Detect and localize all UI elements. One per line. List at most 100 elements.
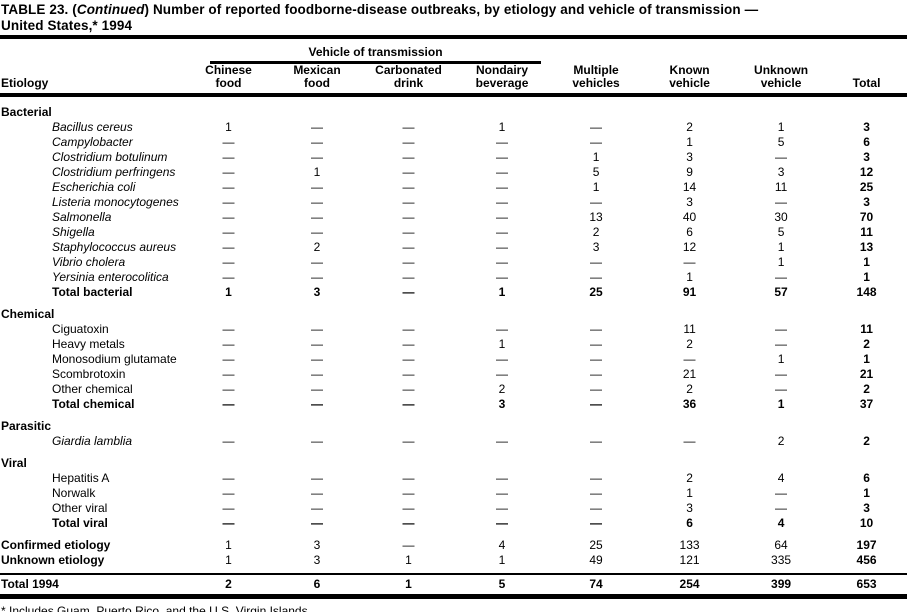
value-cell: — [311, 397, 323, 411]
value-cell: — [222, 434, 235, 448]
value-cell [455, 449, 549, 471]
title-prefix: TABLE 23. ( [1, 2, 77, 17]
total-cell: 10 [859, 516, 874, 530]
value-cell: — [402, 397, 415, 411]
value-cell: — [496, 180, 509, 194]
value-cell: — [222, 180, 235, 194]
value-cell: — [222, 397, 235, 411]
row-vibrio-cholera: Vibrio cholera — — — — — — 1 1 [0, 255, 907, 270]
total-cell: 11 [860, 225, 873, 239]
value-cell: — [222, 195, 235, 209]
value-cell: 1 [225, 553, 232, 567]
value-cell: 4 [498, 538, 506, 552]
value-cell: — [222, 135, 235, 149]
row-total-bacterial: Total bacterial 1 3—1 25 91 57 148 [0, 285, 907, 300]
total-cell: 1 [863, 352, 870, 366]
value-cell: 21 [682, 367, 697, 381]
total-cell: 21 [859, 367, 874, 381]
total-cell: 13 [859, 240, 874, 254]
etiology-label: Clostridium perfringens [52, 165, 176, 179]
total-cell: 3 [863, 150, 870, 164]
value-cell: 6 [686, 225, 693, 239]
value-cell: — [311, 471, 323, 485]
row-ciguatoxin: Ciguatoxin — — — — — 11 — 11 [0, 322, 907, 337]
value-cell: — [496, 165, 509, 179]
value-cell: — [683, 434, 696, 448]
value-cell: 1 [313, 165, 321, 179]
value-cell [455, 300, 549, 322]
value-cell [185, 300, 272, 322]
value-cell: 2 [592, 225, 600, 239]
etiology-label: Other chemical [52, 382, 133, 396]
value-cell: — [775, 150, 788, 164]
value-cell: 2 [686, 471, 693, 485]
total-cell: 2 [863, 337, 870, 351]
total-cell: 1 [863, 270, 870, 284]
value-cell: — [402, 240, 415, 254]
total-cell: 3 [863, 501, 870, 515]
value-cell: 2 [686, 337, 693, 351]
value-cell: 5 [592, 165, 600, 179]
value-cell: — [590, 135, 603, 149]
value-cell: — [590, 352, 603, 366]
etiology-label: Norwalk [52, 486, 96, 500]
value-cell: — [311, 150, 323, 164]
value-cell: — [402, 337, 415, 351]
etiology-label: Clostridium botulinum [52, 150, 168, 164]
value-cell: 1 [592, 180, 600, 194]
value-cell: — [222, 270, 235, 284]
value-cell: — [402, 538, 415, 552]
value-cell: — [222, 352, 235, 366]
row-total-1994: Total 1994 2 6 1 5 74 254 399 653 [0, 573, 907, 599]
etiology-label: Chemical [1, 307, 55, 321]
value-cell [362, 412, 455, 434]
value-cell: 1 [225, 285, 232, 299]
value-cell: 9 [686, 165, 693, 179]
total-cell: 37 [859, 397, 874, 411]
value-cell: — [683, 255, 696, 269]
value-cell: — [775, 367, 788, 381]
row-campylobacter: Campylobacter — — — — — 1 5 6 [0, 135, 907, 150]
value-cell: — [775, 382, 788, 396]
value-cell: — [775, 322, 788, 336]
value-cell: 3 [313, 553, 321, 567]
value-cell: 3 [498, 397, 506, 411]
value-cell: 3 [313, 538, 321, 552]
value-cell: 74 [549, 573, 644, 599]
value-cell: — [402, 150, 415, 164]
row-total-chemical: Total chemical — — — 3 — 36 1 37 [0, 397, 907, 412]
total-cell: 148 [856, 285, 877, 299]
value-cell: 49 [589, 553, 603, 567]
value-cell [185, 412, 272, 434]
value-cell: 5 [777, 135, 785, 149]
value-cell: — [590, 434, 603, 448]
etiology-label: Scombrotoxin [52, 367, 126, 381]
row-parasitic: Parasitic [0, 412, 907, 434]
value-cell: 36 [682, 397, 697, 411]
value-cell: — [311, 270, 323, 284]
value-cell: — [311, 434, 323, 448]
value-cell: — [775, 195, 788, 209]
total-cell [826, 95, 907, 120]
value-cell: 1 [777, 352, 785, 366]
value-cell: 91 [682, 285, 697, 299]
value-cell: — [590, 120, 603, 134]
value-cell: — [402, 516, 415, 530]
value-cell: 3 [686, 150, 693, 164]
value-cell: — [496, 225, 509, 239]
value-cell: — [590, 486, 603, 500]
value-cell: — [311, 180, 323, 194]
row-yersinia-enterocolitica: Yersinia enterocolitica — — — — — 1 — 1 [0, 270, 907, 285]
value-cell [736, 95, 826, 120]
etiology-label: Confirmed etiology [1, 538, 111, 552]
value-cell: — [402, 135, 415, 149]
etiology-label: Monosodium glutamate [52, 352, 177, 366]
etiology-label: Shigella [52, 225, 95, 239]
etiology-label: Staphylococcus aureus [52, 240, 177, 254]
row-escherichia-coli: Escherichia coli — — — — 1 14 11 25 [0, 180, 907, 195]
value-cell: 1 [686, 135, 693, 149]
total-cell: 70 [859, 210, 874, 224]
total-cell: 3 [863, 195, 870, 209]
row-viral: Viral [0, 449, 907, 471]
